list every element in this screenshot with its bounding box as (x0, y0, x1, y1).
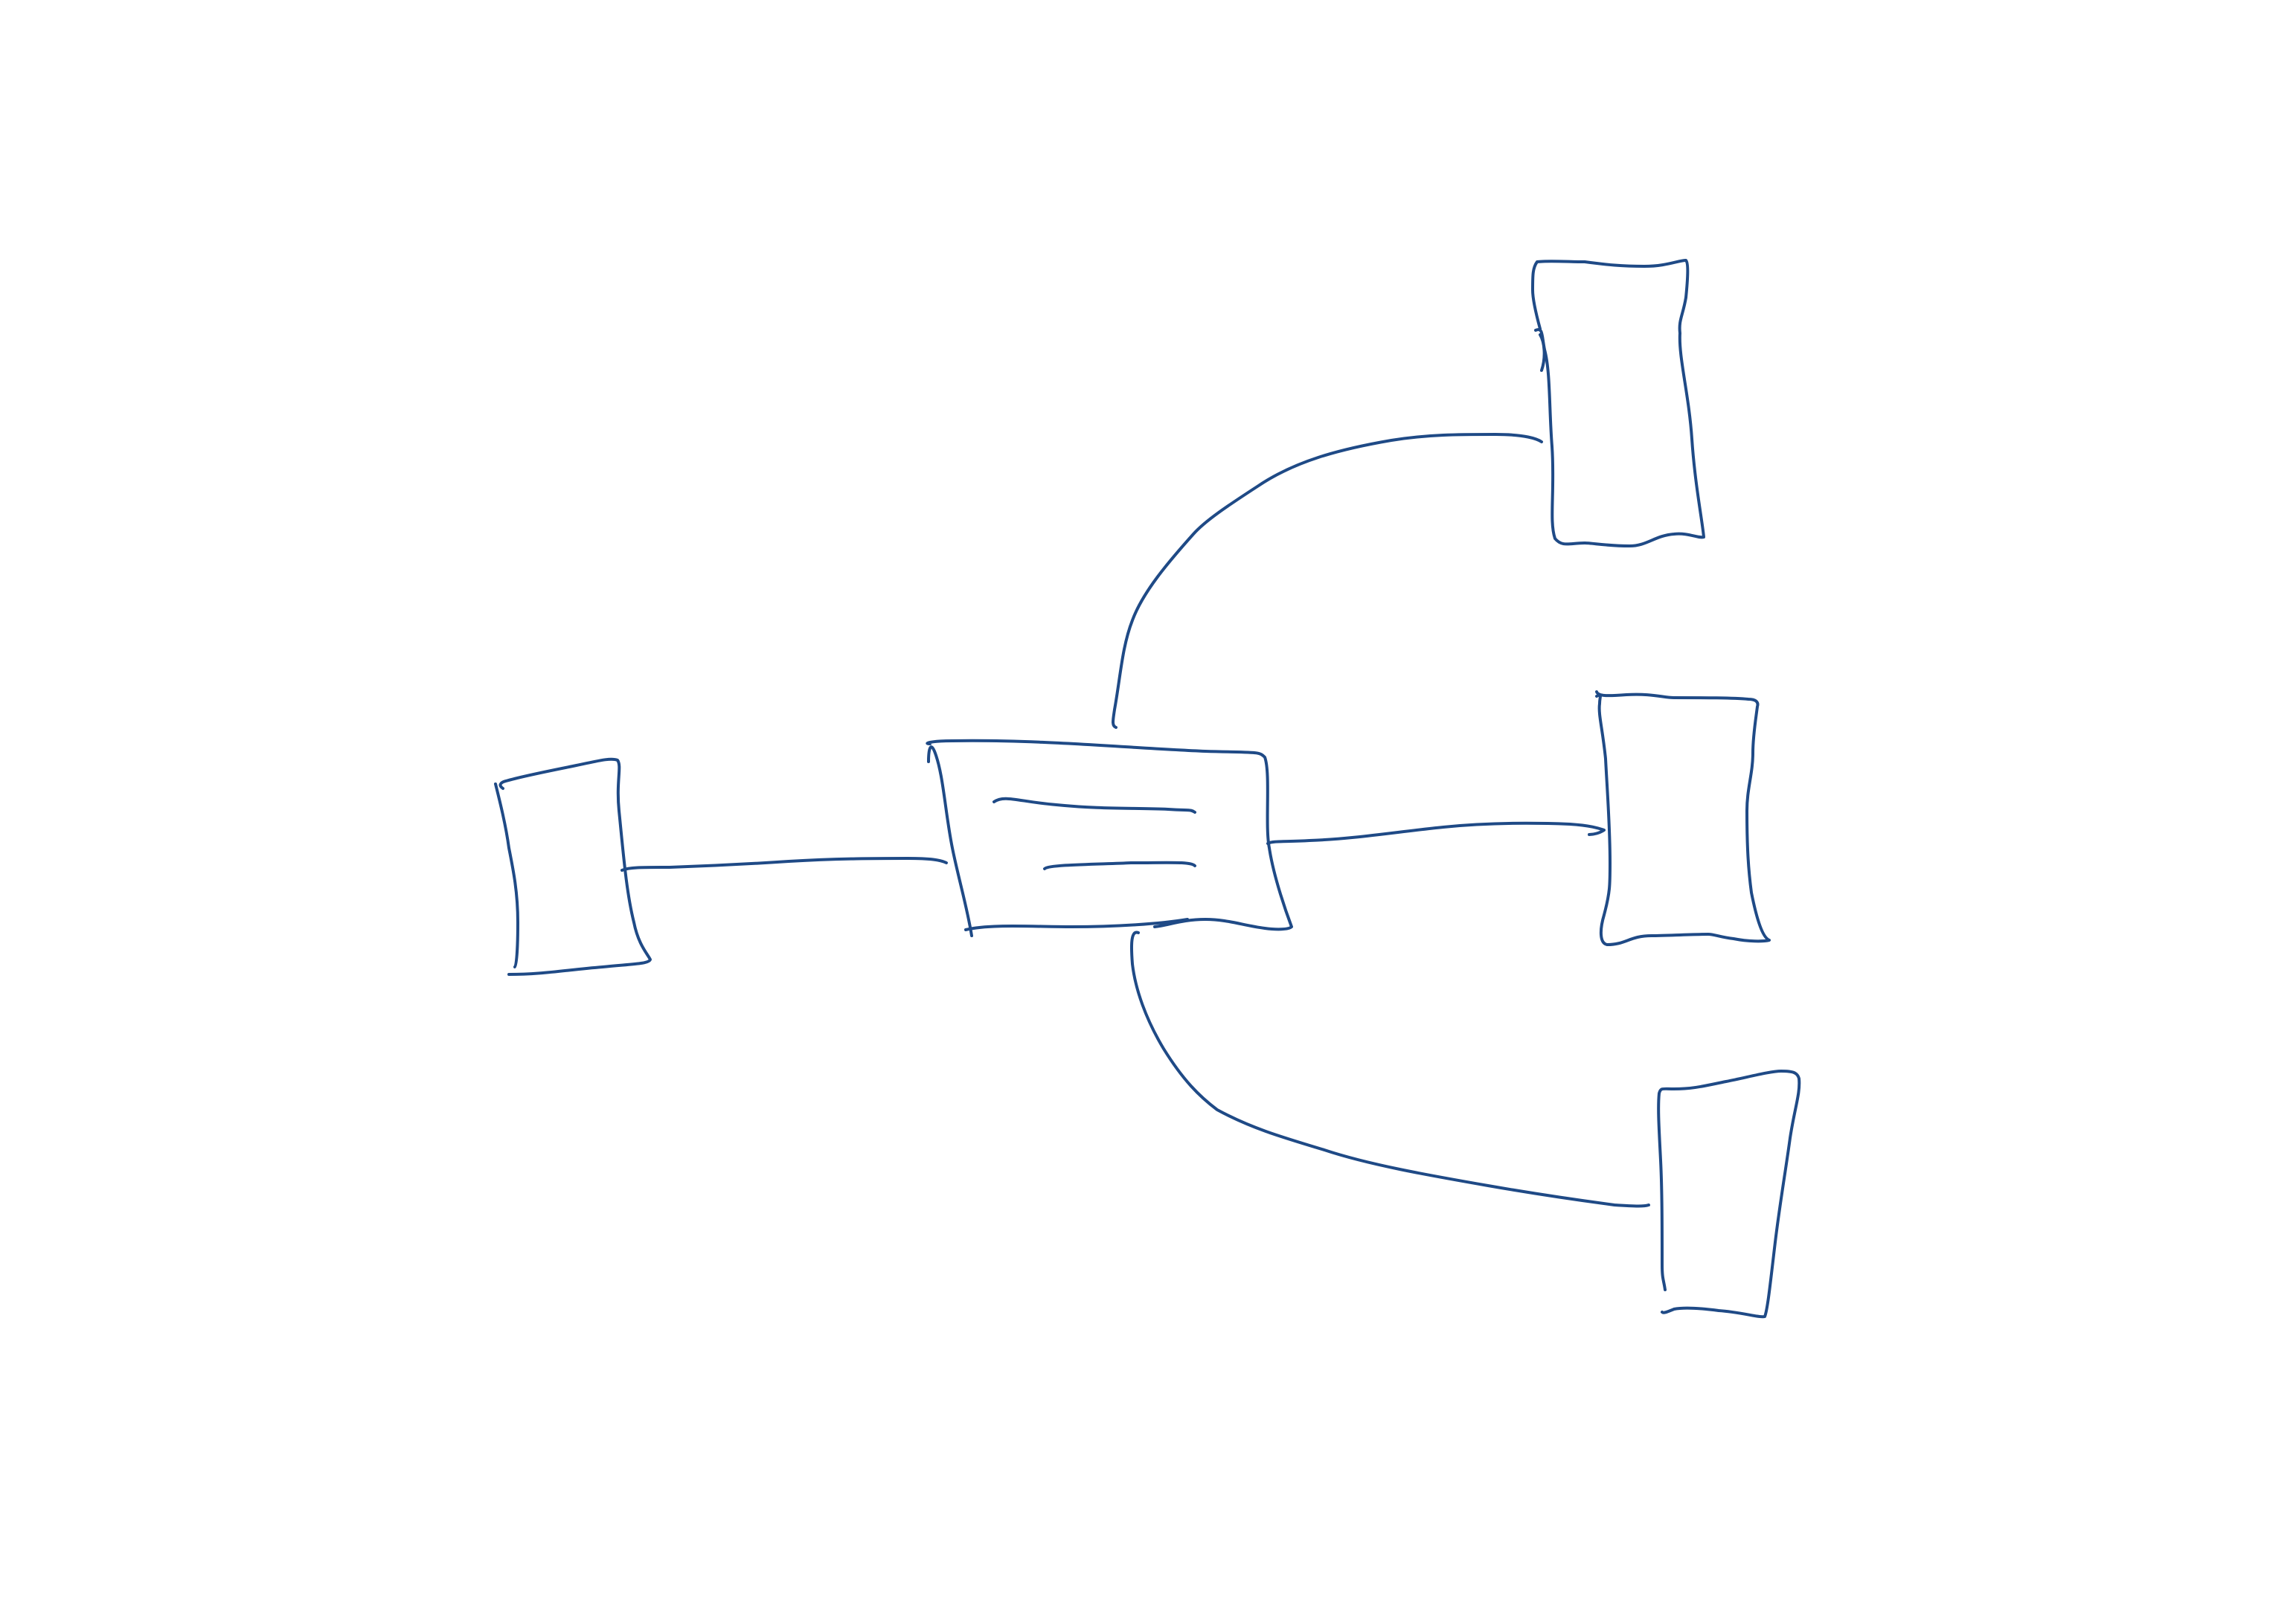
edge-center-left (621, 857, 948, 872)
node-middle-right (1595, 690, 1771, 946)
node-center-text-line-1 (993, 797, 1196, 814)
node-center-outline (926, 739, 1293, 937)
node-middle-right-outline (1595, 690, 1771, 946)
node-left (494, 757, 652, 976)
edge-center-middle-right (1266, 821, 1606, 845)
node-bottom-right (1657, 1070, 1801, 1319)
node-center-text-line-2 (1043, 861, 1196, 870)
node-bottom-right-outline (1657, 1070, 1801, 1319)
edges (621, 433, 1650, 1208)
node-left-outline (494, 757, 652, 976)
node-top-right (1531, 259, 1705, 547)
node-center (926, 739, 1293, 937)
edge-center-bottom-right (1130, 931, 1650, 1208)
node-top-right-outline (1531, 259, 1705, 547)
edge-center-top-right (1112, 433, 1543, 729)
